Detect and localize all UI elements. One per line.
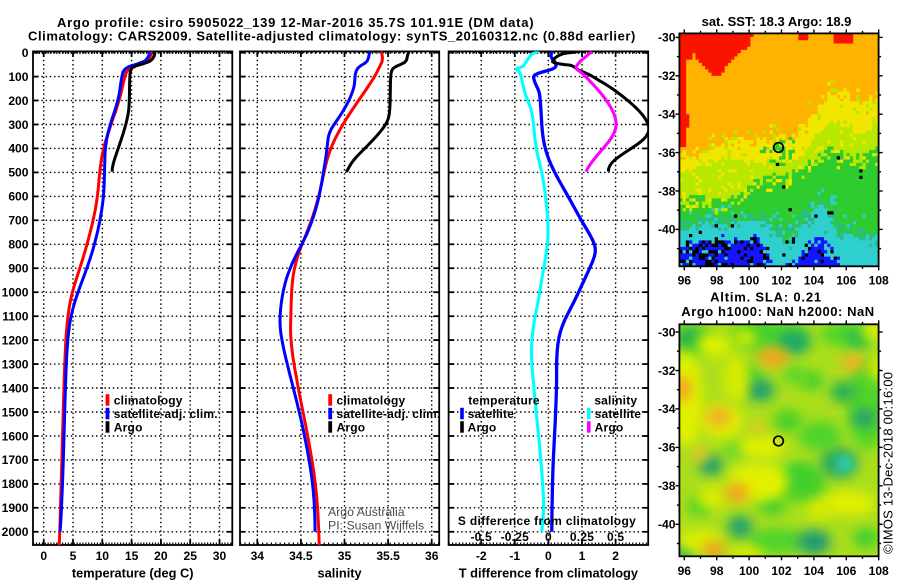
svg-text:satellite: satellite <box>468 407 515 421</box>
svg-text:900: 900 <box>8 262 28 276</box>
svg-text:104: 104 <box>804 564 824 578</box>
svg-text:Altim. SLA: 0.21: Altim. SLA: 0.21 <box>710 290 822 305</box>
svg-text:satellite: satellite <box>595 407 642 421</box>
svg-text:108: 108 <box>869 564 889 578</box>
svg-text:98: 98 <box>710 273 724 287</box>
svg-text:2000: 2000 <box>2 525 29 539</box>
svg-text:-30: -30 <box>658 31 676 45</box>
svg-text:-0.5: -0.5 <box>470 530 492 544</box>
svg-text:108: 108 <box>869 273 889 287</box>
svg-text:1: 1 <box>579 549 586 563</box>
svg-text:Argo: Argo <box>595 420 624 434</box>
svg-text:0.25: 0.25 <box>570 530 594 544</box>
svg-text:Argo: Argo <box>337 420 366 434</box>
svg-text:-32: -32 <box>658 69 676 83</box>
svg-text:-34: -34 <box>658 108 676 122</box>
svg-text:Argo Australia: Argo Australia <box>328 505 405 519</box>
svg-text:climatology: climatology <box>114 393 183 407</box>
svg-text:36: 36 <box>425 549 439 563</box>
svg-text:200: 200 <box>8 94 28 108</box>
svg-text:600: 600 <box>8 190 28 204</box>
svg-text:0: 0 <box>545 549 552 563</box>
svg-text:Climatology: CARS2009. Satelli: Climatology: CARS2009. Satellite-adjuste… <box>28 29 636 44</box>
svg-text:1700: 1700 <box>2 453 29 467</box>
svg-text:-34: -34 <box>658 402 676 416</box>
svg-text:20: 20 <box>154 549 168 563</box>
svg-text:salinity: salinity <box>318 565 363 580</box>
svg-text:temperature: temperature <box>468 393 540 407</box>
svg-text:-0.25: -0.25 <box>501 530 529 544</box>
svg-text:-38: -38 <box>658 479 676 493</box>
svg-text:climatology: climatology <box>337 393 406 407</box>
svg-text:35: 35 <box>338 549 352 563</box>
svg-text:500: 500 <box>8 166 28 180</box>
svg-text:300: 300 <box>8 118 28 132</box>
svg-text:S difference from climatology: S difference from climatology <box>458 514 636 528</box>
svg-text:1500: 1500 <box>2 405 29 419</box>
svg-text:10: 10 <box>96 549 110 563</box>
svg-text:-40: -40 <box>658 518 676 532</box>
svg-text:©IMOS 13-Dec-2018 00:16:00: ©IMOS 13-Dec-2018 00:16:00 <box>881 372 896 554</box>
svg-text:102: 102 <box>771 564 791 578</box>
svg-text:Argo: Argo <box>114 420 143 434</box>
svg-text:5: 5 <box>70 549 77 563</box>
svg-text:temperature (deg C): temperature (deg C) <box>72 565 194 580</box>
svg-text:1900: 1900 <box>2 501 29 515</box>
svg-text:-30: -30 <box>658 325 676 339</box>
svg-text:0: 0 <box>40 549 47 563</box>
svg-text:102: 102 <box>771 273 791 287</box>
svg-text:Argo: Argo <box>468 420 497 434</box>
svg-text:106: 106 <box>836 564 856 578</box>
svg-text:satellite-adj. clim.: satellite-adj. clim. <box>114 407 218 421</box>
svg-text:15: 15 <box>125 549 139 563</box>
svg-text:106: 106 <box>836 273 856 287</box>
svg-text:0.5: 0.5 <box>607 530 624 544</box>
svg-text:35.5: 35.5 <box>376 549 400 563</box>
svg-text:PI: Susan Wijffels: PI: Susan Wijffels <box>328 519 424 533</box>
svg-text:0: 0 <box>545 530 552 544</box>
svg-text:0: 0 <box>22 46 29 60</box>
svg-text:-36: -36 <box>658 441 676 455</box>
svg-text:sat. SST: 18.3 Argo: 18.9: sat. SST: 18.3 Argo: 18.9 <box>702 14 852 29</box>
svg-text:400: 400 <box>8 142 28 156</box>
svg-text:-1: -1 <box>509 549 520 563</box>
svg-text:1100: 1100 <box>2 310 29 324</box>
svg-text:34: 34 <box>251 549 265 563</box>
svg-text:98: 98 <box>710 564 724 578</box>
svg-text:25: 25 <box>183 549 197 563</box>
svg-text:100: 100 <box>739 273 759 287</box>
svg-text:100: 100 <box>739 564 759 578</box>
svg-text:-36: -36 <box>658 146 676 160</box>
svg-text:1800: 1800 <box>2 477 29 491</box>
svg-text:2: 2 <box>612 549 619 563</box>
svg-text:96: 96 <box>678 564 692 578</box>
svg-text:-2: -2 <box>476 549 487 563</box>
svg-text:1400: 1400 <box>2 381 29 395</box>
svg-text:salinity: salinity <box>594 393 637 407</box>
svg-text:Argo profile: csiro 5905022_13: Argo profile: csiro 5905022_139 12-Mar-2… <box>57 15 534 30</box>
svg-text:-40: -40 <box>658 223 676 237</box>
svg-text:-38: -38 <box>658 184 676 198</box>
svg-text:-32: -32 <box>658 364 676 378</box>
svg-text:100: 100 <box>8 70 28 84</box>
svg-text:1600: 1600 <box>2 429 29 443</box>
svg-text:104: 104 <box>804 273 824 287</box>
svg-text:96: 96 <box>678 273 692 287</box>
svg-text:30: 30 <box>213 549 227 563</box>
svg-text:1200: 1200 <box>2 333 29 347</box>
svg-text:800: 800 <box>8 238 28 252</box>
svg-text:Argo h1000: NaN h2000: NaN: Argo h1000: NaN h2000: NaN <box>681 304 874 319</box>
svg-text:T difference from climatology: T difference from climatology <box>459 565 639 580</box>
svg-text:34.5: 34.5 <box>289 549 313 563</box>
svg-text:satellite-adj. clim.: satellite-adj. clim. <box>337 407 441 421</box>
svg-text:1300: 1300 <box>2 357 29 371</box>
svg-text:700: 700 <box>8 214 28 228</box>
svg-text:1000: 1000 <box>2 286 29 300</box>
